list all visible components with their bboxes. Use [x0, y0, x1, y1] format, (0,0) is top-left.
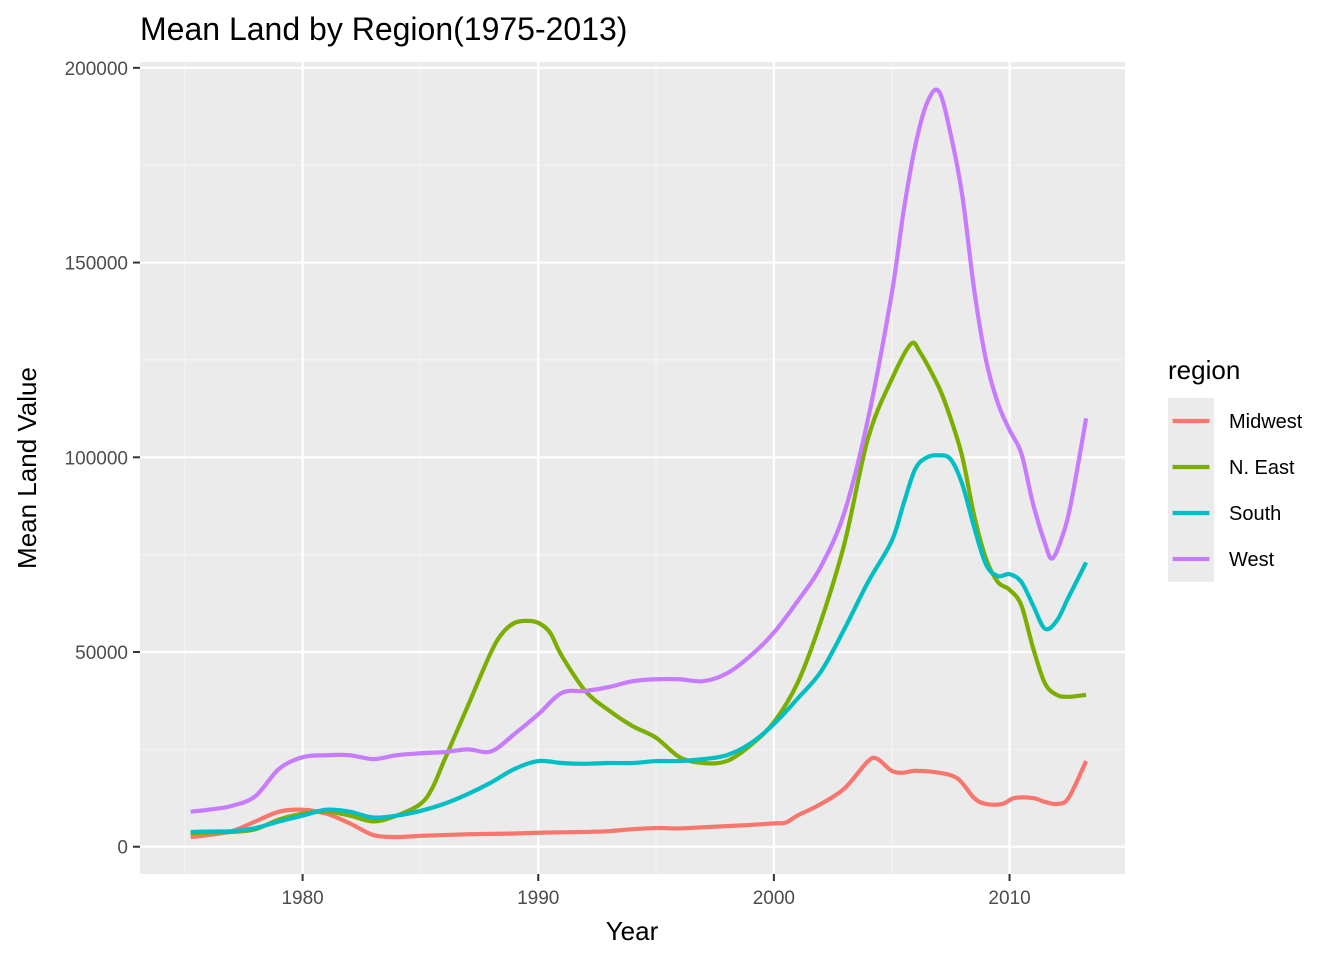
x-tick-label: 1990: [517, 888, 559, 909]
plot-panel: [140, 62, 1125, 874]
y-tick-label: 100000: [65, 448, 128, 469]
x-axis-title: Year: [606, 916, 659, 946]
legend-item-midwest: Midwest: [1168, 398, 1303, 444]
series-line-south: [190, 453, 1088, 835]
legend-label: South: [1229, 503, 1281, 525]
x-tick-labels: 1980 1990 2000 2010: [281, 888, 1030, 909]
series-line-n-east: [190, 340, 1087, 836]
y-tick-label: 200000: [65, 59, 128, 80]
y-tick-labels: 0 50000 100000 150000 200000: [65, 59, 128, 859]
legend: region Midwest N. East South West: [1168, 355, 1303, 582]
legend-item-south: South: [1168, 490, 1281, 536]
series-line-midwest: [190, 755, 1089, 840]
chart-title: Mean Land by Region(1975-2013): [140, 11, 627, 47]
legend-item-west: West: [1168, 536, 1275, 582]
legend-items: Midwest N. East South West: [1168, 398, 1303, 582]
legend-label: Midwest: [1229, 411, 1303, 433]
axis-ticks: [133, 66, 1011, 881]
legend-title: region: [1168, 355, 1240, 385]
legend-label: N. East: [1229, 457, 1295, 479]
y-tick-label: 50000: [75, 643, 128, 664]
y-axis-title: Mean Land Value: [12, 367, 42, 569]
y-tick-label: 150000: [65, 254, 128, 275]
legend-label: West: [1229, 549, 1275, 571]
series-lines: [190, 87, 1089, 840]
x-tick-label: 2000: [753, 888, 795, 909]
legend-item-n-east: N. East: [1168, 444, 1295, 490]
y-tick-label: 0: [117, 838, 128, 859]
major-gridlines: [140, 62, 1125, 874]
x-tick-label: 1980: [281, 888, 323, 909]
series-line-west: [190, 87, 1089, 814]
minor-gridlines: [140, 62, 1125, 874]
x-tick-label: 2010: [988, 888, 1030, 909]
